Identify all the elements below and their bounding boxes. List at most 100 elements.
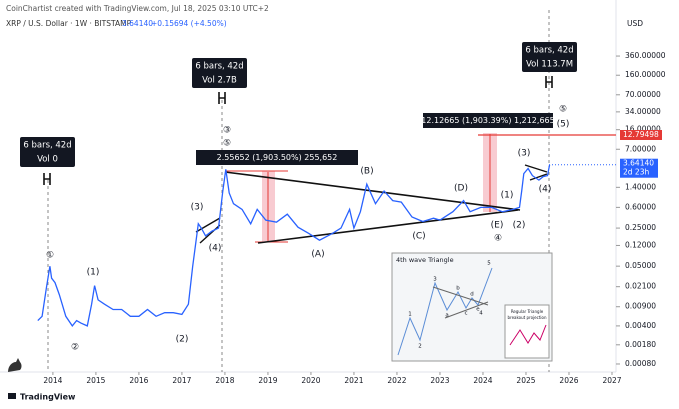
sub-inset-wave	[509, 324, 547, 346]
inset-label: 3	[433, 277, 437, 283]
wave-label: (2)	[176, 335, 189, 345]
x-tick-label: 2017	[172, 376, 191, 385]
logo-icon	[8, 358, 22, 372]
info-text: 6 bars, 42d	[23, 141, 71, 151]
x-tick-label: 2020	[301, 376, 320, 385]
y-tick-label: 160.00000	[625, 70, 666, 79]
x-tick-label: 2021	[344, 376, 363, 385]
wave-label: (4)	[209, 244, 222, 254]
x-tick-label: 2025	[516, 376, 535, 385]
y-tick-label: 34.00000	[625, 107, 661, 116]
inset-label: a	[445, 313, 448, 319]
measure-text: 2.55652 (1,903.50%) 255,652	[217, 153, 338, 162]
tv-logo	[8, 393, 16, 399]
x-tick-label: 2023	[430, 376, 449, 385]
wave-label: (E)	[491, 221, 504, 231]
countdown: 2d 23h	[623, 168, 649, 177]
x-tick-label: 2024	[473, 376, 492, 385]
y-tick-label: 0.00900	[625, 302, 656, 311]
trendline	[199, 224, 221, 244]
wave-label: (C)	[412, 232, 425, 242]
info-text: Vol 113.7M	[526, 60, 573, 70]
last-header: 3.64140	[122, 19, 153, 28]
inset-label: 4	[479, 311, 483, 317]
trendline	[224, 171, 521, 211]
sub-inset-text: Regular Triangle	[511, 309, 544, 314]
measure-box	[196, 150, 358, 165]
wave-label: ④	[494, 234, 502, 244]
measure-box	[423, 113, 553, 128]
y-tick-label: 1.40000	[625, 182, 656, 191]
wave-label: (3)	[518, 149, 531, 159]
wave-label: ②	[71, 343, 79, 353]
inset-line	[444, 301, 489, 319]
last-price-box	[620, 158, 658, 178]
wave-label: ⑤	[559, 105, 567, 115]
wave-label: ⑤	[223, 139, 231, 149]
info-text: Vol 2.7B	[202, 76, 237, 86]
wave-label: (2)	[513, 221, 526, 231]
inset-label: e	[476, 307, 480, 313]
y-tick-label: 360.00000	[625, 51, 666, 60]
y-tick-label: 0.00080	[625, 359, 656, 368]
x-tick-label: 2019	[258, 376, 277, 385]
price-line	[37, 164, 551, 327]
inset-title: 4th wave Triangle	[396, 256, 454, 264]
price-level-label: 12.79498	[623, 130, 659, 139]
y-tick-label: 70.00000	[625, 90, 661, 99]
price-level-box	[620, 129, 662, 140]
wave-label: (B)	[360, 167, 373, 177]
inset-label: c	[464, 311, 467, 317]
credit: CoinChartist created with TradingView.co…	[6, 4, 269, 13]
wave-label: (3)	[191, 203, 204, 213]
x-tick-label: 2014	[43, 376, 62, 385]
x-tick-label: 2027	[602, 376, 621, 385]
y-tick-label: 0.25000	[625, 223, 656, 232]
wave-label: (1)	[501, 191, 514, 201]
last-price-label: 3.64140	[623, 159, 654, 168]
currency: USD	[627, 19, 643, 28]
sub-inset	[504, 304, 550, 359]
inset-label: b	[456, 286, 460, 292]
inset-label: 5	[487, 261, 491, 267]
wave-label: (5)	[557, 120, 570, 130]
trendline	[195, 217, 221, 233]
info-box	[20, 137, 75, 167]
info-box	[192, 58, 247, 88]
inset-label: d	[470, 292, 474, 298]
wave-label: (1)	[87, 268, 100, 278]
x-tick-label: 2018	[215, 376, 234, 385]
trendline	[524, 164, 548, 173]
info-text: Vol 0	[37, 155, 58, 165]
info-text: 6 bars, 42d	[525, 46, 573, 56]
info-box	[522, 42, 577, 72]
y-tick-label: 0.05000	[625, 261, 656, 270]
inset-wave	[397, 267, 493, 356]
symbol: XRP / U.S. Dollar · 1W · BITSTAMP	[6, 19, 132, 28]
y-tick-label: 0.00400	[625, 321, 656, 330]
inset-line	[432, 286, 489, 306]
footer: TradingView	[20, 393, 76, 402]
wave-label: ③	[223, 126, 231, 136]
inset-label: 2	[418, 344, 422, 350]
y-tick-label: 0.60000	[625, 202, 656, 211]
bar-markers	[43, 76, 553, 185]
x-tick-label: 2026	[559, 376, 578, 385]
sub-inset-text: breakout projection	[508, 315, 547, 320]
wave-label: ①	[46, 251, 54, 261]
y-tick-label: 0.02100	[625, 282, 656, 291]
x-tick-label: 2015	[86, 376, 105, 385]
trendline	[257, 209, 519, 244]
y-tick-label: 7.00000	[625, 144, 656, 153]
info-text: 6 bars, 42d	[195, 62, 243, 72]
trendline	[529, 173, 548, 181]
x-tick-label: 2016	[129, 376, 148, 385]
change: +0.15694 (+4.50%)	[151, 19, 227, 28]
measure-text: 12.12665 (1,903.39%) 1,212,665	[421, 116, 554, 125]
wave-label: (D)	[454, 184, 468, 194]
wave-label: (4)	[539, 185, 552, 195]
y-tick-label: 16.00000	[625, 125, 661, 134]
inset-label: 1	[408, 312, 412, 318]
